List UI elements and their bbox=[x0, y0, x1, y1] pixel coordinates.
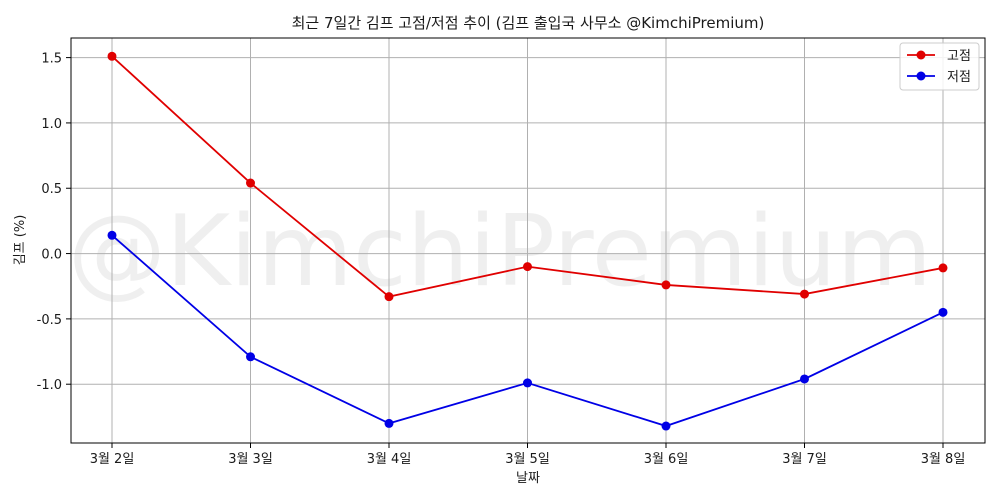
legend-marker-1 bbox=[916, 50, 926, 60]
y-axis-label: 김프 (%) bbox=[13, 215, 28, 266]
x-tick-label: 3월 8일 bbox=[921, 452, 966, 467]
series-2-point bbox=[107, 230, 117, 240]
x-tick-label: 3월 4일 bbox=[367, 452, 412, 467]
x-tick-label: 3월 6일 bbox=[644, 452, 689, 467]
series-1-point bbox=[800, 289, 809, 299]
series-2-point bbox=[246, 352, 255, 362]
chart-title: 최근 7일간 김프 고점/저점 추이 (김프 출입국 사무소 @KimchiPr… bbox=[292, 14, 765, 32]
plot-frame bbox=[70, 37, 986, 444]
watermark-text: @KimchiPremium bbox=[68, 195, 932, 309]
series-2-point bbox=[800, 374, 809, 384]
series-2-point bbox=[938, 307, 948, 317]
y-tick-label: -0.5 bbox=[37, 313, 62, 328]
series-1-point bbox=[246, 178, 255, 188]
x-tick-label: 3월 2일 bbox=[90, 452, 135, 467]
legend-label-2: 저점 bbox=[947, 70, 971, 85]
x-axis-label: 날짜 bbox=[516, 471, 540, 486]
axes: 3월 2일 3월 3일 3월 4일 3월 5일 3월 6일 3월 7일 3월 8일 1.5 1.… bbox=[37, 52, 966, 467]
y-tick-label: 1.5 bbox=[41, 52, 62, 67]
series-2-point bbox=[523, 378, 532, 388]
y-tick-label: 0.5 bbox=[41, 182, 62, 197]
y-tick-label: 1.0 bbox=[41, 117, 62, 132]
series-group bbox=[107, 51, 948, 431]
series-1-point bbox=[938, 263, 948, 273]
legend-label-1: 고점 bbox=[947, 49, 971, 64]
series-1-point bbox=[384, 292, 394, 302]
series-2-point bbox=[384, 418, 394, 428]
series-1-point bbox=[107, 51, 117, 61]
series-1-point bbox=[523, 262, 532, 272]
legend-marker-2 bbox=[916, 71, 926, 81]
series-2-point bbox=[661, 421, 671, 431]
x-tick-label: 3월 7일 bbox=[782, 452, 827, 467]
y-tick-label: -1.0 bbox=[37, 378, 62, 393]
series-1-point bbox=[661, 280, 671, 290]
y-tick-label: 0.0 bbox=[41, 248, 62, 263]
x-tick-label: 3월 5일 bbox=[505, 452, 550, 467]
grid-lines bbox=[71, 38, 985, 443]
x-tick-label: 3월 3일 bbox=[228, 452, 273, 467]
